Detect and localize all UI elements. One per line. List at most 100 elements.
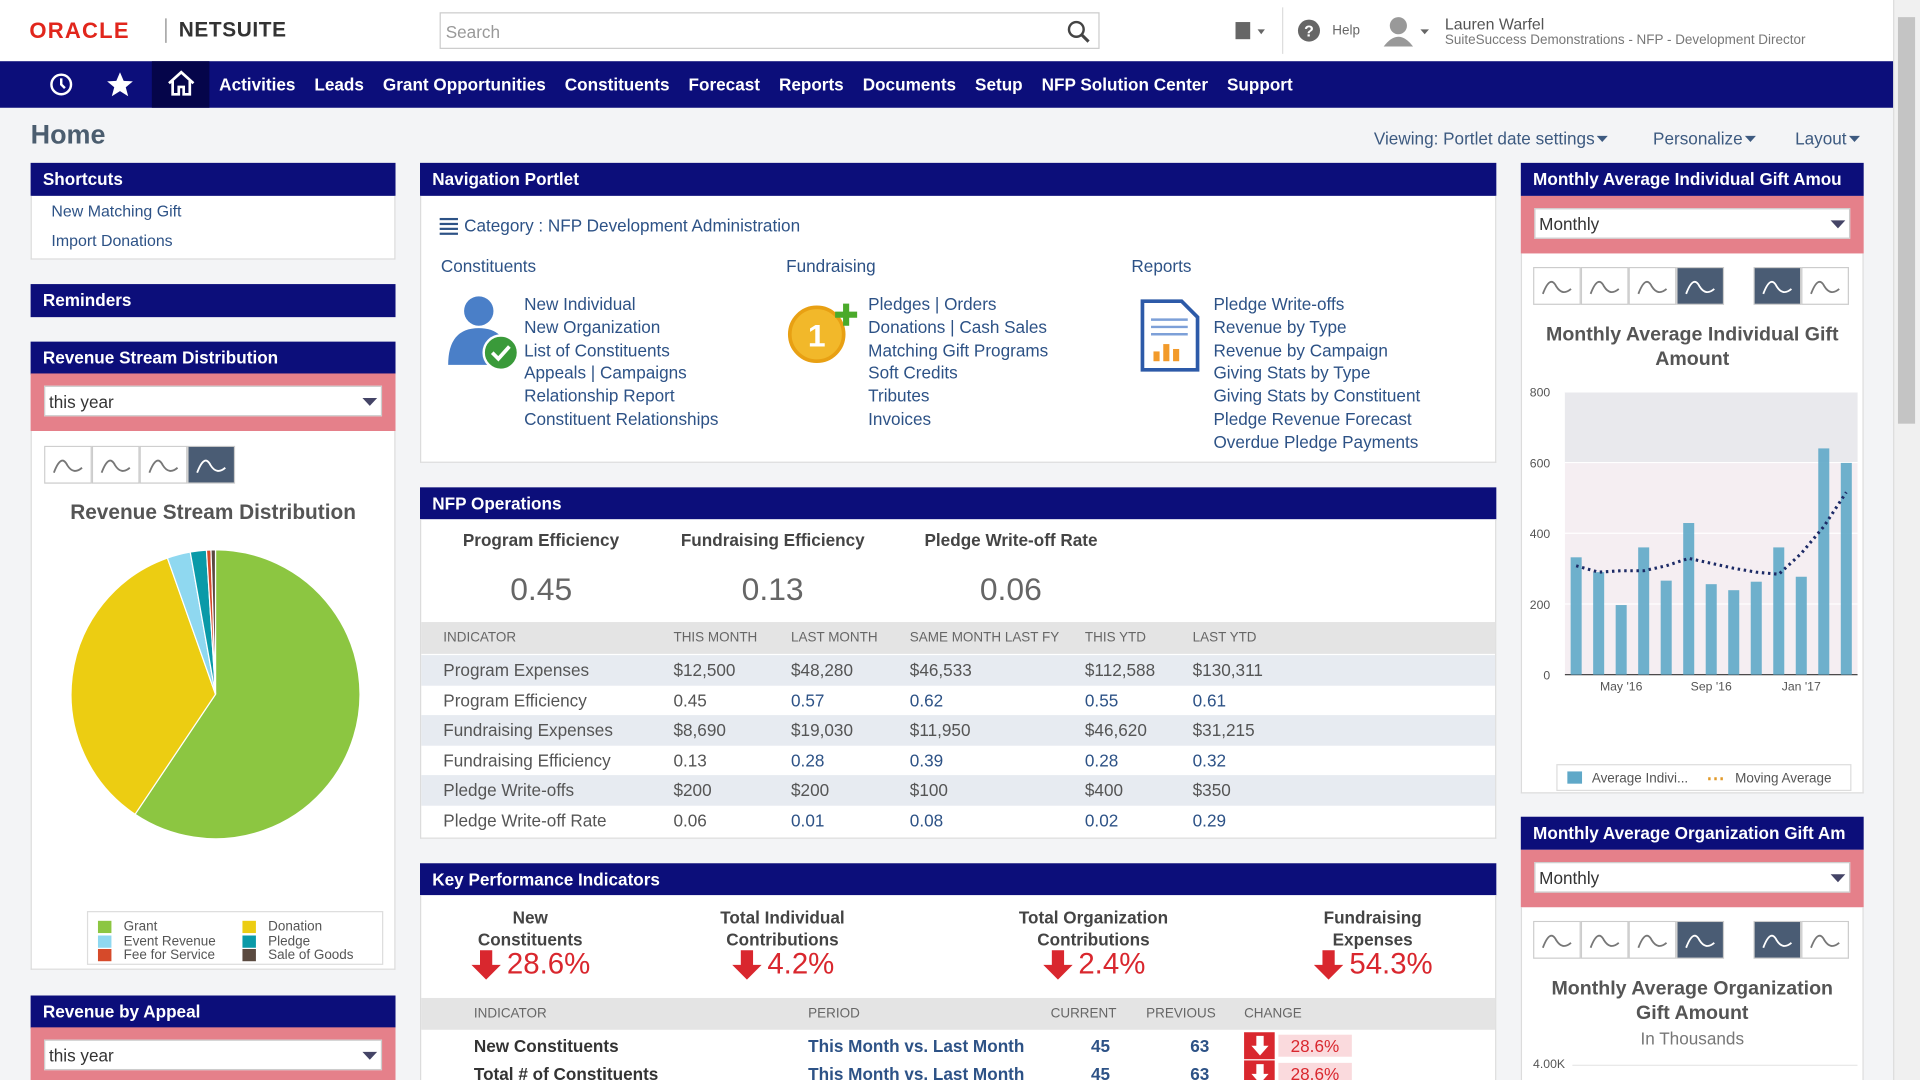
nav-item[interactable]: Grant Opportunities (382, 74, 546, 95)
nav-link[interactable]: Tributes (868, 385, 930, 406)
table-cell[interactable]: 0.28 (791, 750, 825, 770)
column-header: LAST YTD (1192, 630, 1257, 646)
metric-value: 0.13 (741, 570, 804, 608)
toolbar-menu[interactable]: Layout (1795, 128, 1847, 149)
portlet-header: Revenue Stream Distribution (30, 341, 396, 375)
check-icon (482, 334, 520, 372)
help-link[interactable]: Help (1332, 23, 1360, 38)
period-link[interactable]: This Month vs. Last Month (808, 1064, 1025, 1080)
nav-link[interactable]: Pledges | Orders (868, 293, 997, 314)
nav-item[interactable]: Setup (975, 74, 1023, 95)
home-tab[interactable] (151, 61, 210, 108)
filter-select[interactable]: Monthly (1534, 208, 1851, 239)
nav-item[interactable]: Constituents (564, 74, 670, 95)
toolbar-menu[interactable]: Viewing: Portlet date settings (1373, 128, 1595, 149)
chart-type-button (1676, 266, 1725, 305)
nav-link[interactable]: Constituent Relationships (524, 408, 719, 429)
graphic (1251, 1064, 1269, 1080)
down-arrow (471, 950, 501, 980)
filter-select[interactable]: this year (44, 1039, 383, 1071)
nav-link[interactable]: Revenue by Type (1213, 316, 1347, 337)
caret (1744, 135, 1756, 143)
nav-item[interactable]: Forecast (688, 74, 760, 95)
metric-value: 0.45 (510, 570, 573, 608)
chart-type-icon (1810, 280, 1840, 295)
table-cell: $11,950 (909, 720, 971, 740)
nav-link[interactable]: Donations | Cash Sales (868, 316, 1048, 337)
report-icon (1163, 344, 1170, 362)
nav-link[interactable]: Relationship Report (524, 385, 675, 406)
toolbar-menu[interactable]: Personalize (1653, 128, 1743, 149)
search-box[interactable]: Search (439, 12, 1100, 49)
nav-item[interactable]: Leads (314, 74, 364, 95)
bar (1593, 572, 1605, 675)
metric-value: 0.06 (979, 570, 1042, 608)
graphic (1830, 220, 1846, 229)
scroll-thumb[interactable] (1897, 17, 1916, 424)
table-cell[interactable]: 0.01 (791, 810, 825, 830)
nav-link[interactable]: New Organization (524, 316, 661, 337)
nav-link[interactable]: Invoices (868, 408, 932, 429)
nav-link[interactable]: Giving Stats by Type (1213, 362, 1371, 383)
table-cell[interactable]: 0.39 (909, 750, 944, 770)
down-arrow (731, 950, 762, 980)
nav-link[interactable]: Overdue Pledge Payments (1213, 431, 1419, 452)
previous-link[interactable]: 63 (1190, 1064, 1210, 1080)
metric-label: Program Efficiency (462, 530, 620, 550)
shortcut-link[interactable]: Import Donations (51, 231, 173, 250)
table-cell[interactable]: 0.55 (1084, 690, 1119, 710)
filter-select[interactable]: Monthly (1534, 862, 1851, 893)
nav-item[interactable]: Documents (862, 74, 957, 95)
chart-type-icon (1589, 934, 1620, 949)
table-cell[interactable]: 0.28 (1084, 750, 1119, 770)
y-tick-label: 4.00K (1533, 1057, 1566, 1072)
graphic (1235, 22, 1265, 40)
scrollbar[interactable] (1893, 0, 1920, 1080)
table-cell[interactable]: 0.08 (909, 810, 944, 830)
logo-oracle: ORACLE (29, 18, 130, 43)
graphic (44, 445, 236, 484)
nav-item[interactable]: Support (1226, 74, 1293, 95)
table-header (421, 622, 1496, 654)
nav-link[interactable]: Giving Stats by Constituent (1213, 385, 1421, 406)
nav-link[interactable]: Soft Credits (868, 362, 958, 383)
y-tick-label: 600 (1530, 456, 1551, 470)
period-link[interactable]: This Month vs. Last Month (808, 1035, 1025, 1056)
table-cell[interactable]: 0.57 (791, 690, 825, 710)
bar (1570, 557, 1582, 675)
table-cell[interactable]: 0.62 (909, 690, 944, 710)
previous-link[interactable]: 63 (1190, 1035, 1210, 1056)
current-link[interactable]: 45 (1091, 1035, 1111, 1056)
table-cell[interactable]: 0.32 (1192, 750, 1227, 770)
table-cell[interactable]: 0.02 (1084, 810, 1119, 830)
nav-item[interactable]: NFP Solution Center (1041, 74, 1208, 95)
nav-link[interactable]: Matching Gift Programs (868, 339, 1049, 360)
legend-swatch (242, 948, 256, 962)
column-header: PERIOD (808, 1006, 860, 1022)
caret (1848, 135, 1860, 143)
table-cell[interactable]: 0.61 (1192, 690, 1227, 710)
graphic (1383, 17, 1429, 47)
filter-select[interactable]: this year (44, 385, 383, 417)
nav-link[interactable]: Pledge Write-offs (1213, 293, 1345, 314)
table-cell[interactable]: 0.29 (1192, 810, 1227, 830)
nav-link[interactable]: New Individual (524, 293, 636, 314)
graphic (1572, 1064, 1858, 1066)
table-cell: $100 (909, 780, 948, 800)
current-link[interactable]: 45 (1091, 1064, 1111, 1080)
nav-link[interactable]: Revenue by Campaign (1213, 339, 1388, 360)
chart-type-icon (1541, 280, 1572, 295)
nav-link[interactable]: List of Constituents (524, 339, 670, 360)
metric-label: Pledge Write-off Rate (924, 530, 1098, 550)
down-arrow (1251, 1064, 1269, 1080)
legend-swatch (242, 934, 256, 948)
legend-label: Event Revenue (123, 933, 216, 949)
table-cell: 0.13 (673, 750, 707, 770)
nav-link[interactable]: Pledge Revenue Forecast (1213, 408, 1412, 429)
shortcut-link[interactable]: New Matching Gift (51, 202, 182, 221)
nav-item[interactable]: Activities (219, 74, 296, 95)
nav-link[interactable]: Appeals | Campaigns (524, 362, 687, 383)
nav-item[interactable]: Reports (778, 74, 844, 95)
page-title: Home (30, 118, 106, 150)
graphic: 0 200 400 600 800 May '16 Sep '16 Jan '17 (1530, 386, 1858, 694)
